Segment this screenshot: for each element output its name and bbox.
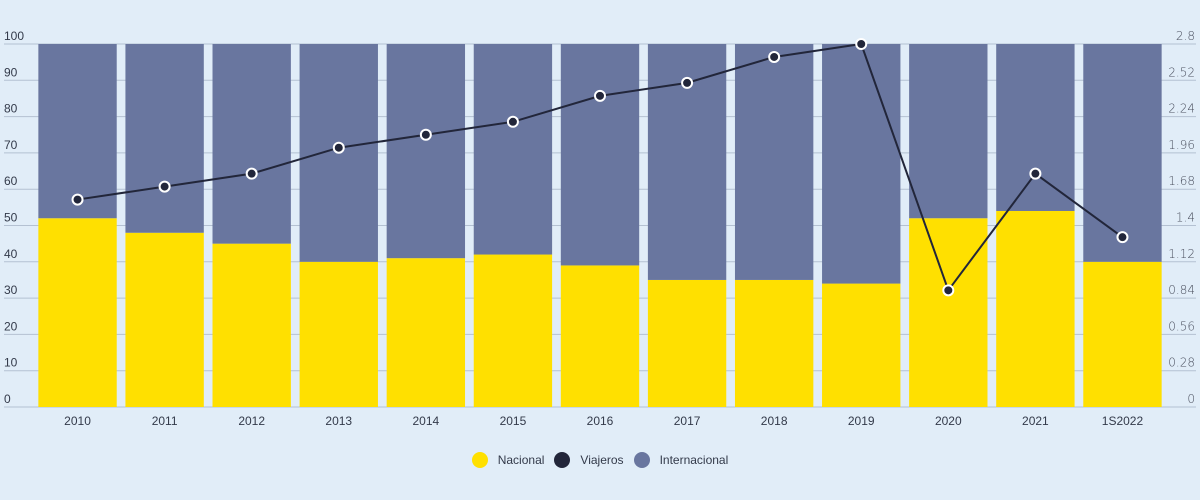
y-axis-left: 0 10 20 30 40 50 60 70 80 90 100 bbox=[4, 29, 24, 406]
bar-internacional-2019[interactable] bbox=[822, 44, 901, 284]
legend-item-viajeros[interactable]: Viajeros bbox=[554, 452, 624, 468]
y-left-tick-label: 80 bbox=[4, 102, 18, 116]
x-tick-label: 1S2022 bbox=[1102, 414, 1144, 428]
y-left-tick-label: 10 bbox=[4, 356, 18, 370]
point-viajeros-2014[interactable] bbox=[419, 128, 432, 141]
point-viajeros-2011[interactable] bbox=[158, 180, 171, 193]
legend-label: Viajeros bbox=[580, 453, 624, 467]
bar-nacional-2021[interactable] bbox=[996, 210, 1075, 407]
x-tick-label: 2010 bbox=[64, 414, 91, 428]
legend-label: Internacional bbox=[659, 453, 729, 467]
bar-series bbox=[38, 44, 1162, 407]
y-right-tick-label: 0 bbox=[1187, 392, 1195, 406]
y-right-tick-label: 2.52 bbox=[1168, 65, 1195, 79]
legend-item-nacional[interactable]: Nacional bbox=[471, 452, 545, 468]
point-viajeros-2020[interactable] bbox=[942, 284, 955, 297]
y-left-tick-label: 40 bbox=[4, 247, 18, 261]
x-tick-label: 2012 bbox=[238, 414, 265, 428]
x-tick-label: 2013 bbox=[325, 414, 352, 428]
bar-internacional-2014[interactable] bbox=[386, 44, 466, 259]
bar-nacional-2016[interactable] bbox=[560, 265, 640, 407]
bar-internacional-2016[interactable] bbox=[560, 44, 640, 266]
y-left-tick-label: 50 bbox=[4, 211, 18, 225]
bar-nacional-2014[interactable] bbox=[386, 258, 466, 407]
x-tick-label: 2016 bbox=[587, 414, 614, 428]
x-tick-label: 2011 bbox=[152, 414, 178, 428]
point-viajeros-2017[interactable] bbox=[681, 76, 694, 89]
point-viajeros-1s2022[interactable] bbox=[1116, 231, 1129, 244]
point-viajeros-2021[interactable] bbox=[1029, 167, 1042, 180]
y-left-tick-label: 90 bbox=[4, 65, 18, 79]
x-tick-label: 2020 bbox=[935, 414, 962, 428]
legend-label: Nacional bbox=[497, 453, 545, 467]
y-right-tick-label: 1.4 bbox=[1176, 211, 1195, 225]
bar-internacional-2011[interactable] bbox=[125, 44, 204, 233]
y-left-tick-label: 30 bbox=[4, 283, 18, 297]
bar-internacional-2015[interactable] bbox=[473, 44, 553, 255]
bar-nacional-2011[interactable] bbox=[125, 232, 204, 407]
x-tick-label: 2014 bbox=[412, 414, 439, 428]
y-left-tick-label: 0 bbox=[4, 392, 11, 406]
y-right-tick-label: 1.96 bbox=[1168, 138, 1195, 152]
x-tick-label: 2018 bbox=[761, 414, 788, 428]
bar-internacional-2021[interactable] bbox=[996, 44, 1075, 211]
bar-internacional-2012[interactable] bbox=[212, 44, 291, 244]
bar-nacional-1s2022[interactable] bbox=[1083, 261, 1162, 407]
y-left-tick-label: 60 bbox=[4, 174, 18, 188]
legend-swatch-viajeros bbox=[554, 452, 571, 468]
y-axis-right: 0 0.28 0.56 0.84 1.12 1.4 1.68 1.96 2.24 2.52 2.8 bbox=[1168, 29, 1195, 406]
point-viajeros-2010[interactable] bbox=[71, 193, 84, 206]
line-series-viajeros bbox=[71, 38, 1129, 297]
point-viajeros-2013[interactable] bbox=[332, 141, 345, 154]
bar-nacional-2013[interactable] bbox=[299, 261, 378, 407]
bar-nacional-2015[interactable] bbox=[473, 254, 553, 407]
y-left-tick-label: 20 bbox=[4, 319, 18, 333]
legend-item-internacional[interactable]: Internacional bbox=[633, 452, 729, 468]
x-tick-label: 2021 bbox=[1022, 414, 1049, 428]
x-axis: 2010 2011 2012 2013 2014 2015 2016 2017 2018 2019… bbox=[64, 414, 1143, 428]
y-left-tick-label: 100 bbox=[4, 29, 24, 43]
y-right-tick-label: 1.12 bbox=[1168, 247, 1195, 261]
y-right-tick-label: 0.28 bbox=[1168, 356, 1195, 370]
y-right-tick-label: 2.24 bbox=[1168, 102, 1195, 116]
bar-nacional-2012[interactable] bbox=[212, 243, 291, 407]
legend-swatch-nacional bbox=[471, 452, 488, 468]
bar-internacional-2010[interactable] bbox=[38, 44, 117, 219]
x-tick-label: 2015 bbox=[500, 414, 527, 428]
bar-nacional-2019[interactable] bbox=[822, 283, 901, 407]
point-viajeros-2012[interactable] bbox=[245, 167, 258, 180]
bar-nacional-2017[interactable] bbox=[647, 279, 727, 407]
bar-nacional-2020[interactable] bbox=[909, 218, 988, 407]
bar-nacional-2018[interactable] bbox=[734, 279, 814, 407]
bar-internacional-2020[interactable] bbox=[909, 44, 988, 219]
point-viajeros-2019[interactable] bbox=[855, 38, 868, 50]
bar-internacional-2018[interactable] bbox=[734, 44, 814, 280]
point-viajeros-2018[interactable] bbox=[768, 50, 781, 63]
y-right-tick-label: 2.8 bbox=[1176, 29, 1195, 43]
y-right-tick-label: 1.68 bbox=[1168, 174, 1195, 188]
y-left-tick-label: 70 bbox=[4, 138, 18, 152]
y-right-tick-label: 0.84 bbox=[1168, 283, 1195, 297]
bar-internacional-1s2022[interactable] bbox=[1083, 44, 1162, 262]
point-viajeros-2016[interactable] bbox=[594, 89, 606, 102]
legend: Nacional Viajeros Internacional bbox=[0, 452, 1200, 468]
legend-swatch-internacional bbox=[633, 452, 650, 468]
point-viajeros-2015[interactable] bbox=[506, 115, 519, 128]
x-tick-label: 2017 bbox=[674, 414, 701, 428]
bar-nacional-2010[interactable] bbox=[38, 218, 117, 407]
x-tick-label: 2019 bbox=[848, 414, 875, 428]
y-right-tick-label: 0.56 bbox=[1168, 319, 1195, 333]
